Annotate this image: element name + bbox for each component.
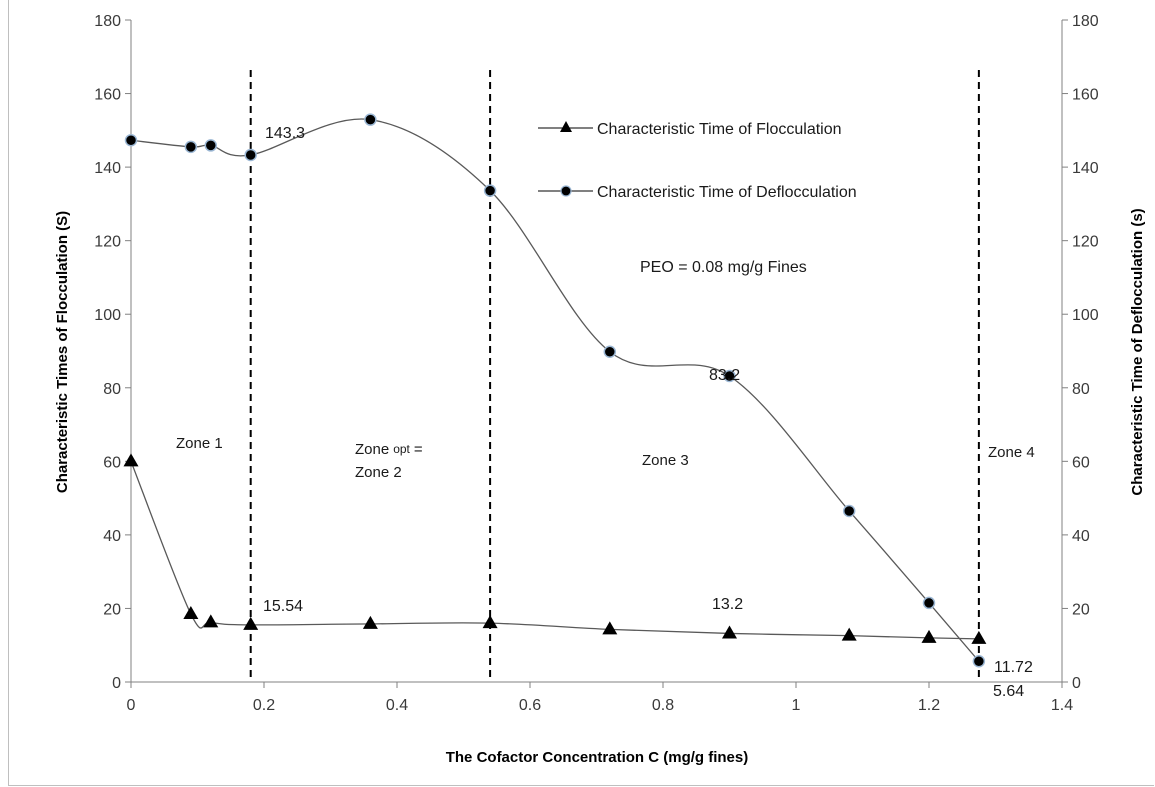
zone-dividers xyxy=(249,70,980,682)
legend-label-flocculation: Characteristic Time of Flocculation xyxy=(597,121,842,138)
flocculation-line xyxy=(130,461,979,640)
x-tick-label: 0.4 xyxy=(386,697,408,714)
deflocculation-point xyxy=(483,184,497,197)
legend-entry-flocculation: Characteristic Time of Flocculation xyxy=(538,121,842,138)
flocculation-point xyxy=(841,627,857,641)
deflocculation-point xyxy=(842,504,856,518)
zone-3-label: Zone 3 xyxy=(642,452,689,469)
deflocculation-point xyxy=(922,596,936,610)
deflocculation-point xyxy=(972,655,986,668)
label-13-2: 13.2 xyxy=(712,596,743,613)
flocculation-point xyxy=(123,453,139,467)
deflocculation-point xyxy=(204,139,218,152)
label-11-72: 11.72 xyxy=(994,659,1033,676)
y-left-tick-label: 120 xyxy=(94,234,121,251)
y-left-tick-label: 100 xyxy=(94,307,121,324)
y-right-tick-label: 0 xyxy=(1072,675,1081,692)
deflocculation-point xyxy=(603,345,617,358)
flocculation-point xyxy=(203,614,219,628)
zone-1-label: Zone 1 xyxy=(176,435,223,452)
zone-2-label: Zone 2 xyxy=(355,464,402,481)
y-left-tick-label: 160 xyxy=(94,87,121,104)
y-right-tick-label: 20 xyxy=(1072,601,1090,618)
left-axis-title: Characteristic Times of Flocculation (S) xyxy=(54,211,71,493)
x-tick-label: 0.6 xyxy=(519,697,541,714)
x-tick-label: 1 xyxy=(792,697,801,714)
zone-opt-word: Zone xyxy=(355,441,389,458)
series-marks xyxy=(123,113,987,668)
deflocculation-point xyxy=(244,148,257,162)
label-5-64: 5.64 xyxy=(993,683,1024,700)
flocculation-point xyxy=(602,621,618,635)
x-tick-label: 0.8 xyxy=(652,697,674,714)
y-right-tick-label: 100 xyxy=(1072,307,1099,324)
deflocculation-point xyxy=(364,113,377,126)
zone-opt-label: Zone opt = xyxy=(355,441,423,458)
y-left-tick-label: 180 xyxy=(94,13,121,30)
flocculation-point xyxy=(921,629,937,643)
y-left-tick-label: 20 xyxy=(103,601,121,618)
y-right-tick-label: 80 xyxy=(1072,381,1090,398)
y-right-tick-label: 140 xyxy=(1072,160,1099,177)
legend-label-deflocculation: Characteristic Time of Deflocculation xyxy=(597,184,857,201)
y-left-tick-label: 40 xyxy=(103,528,121,545)
label-83-2: 83.2 xyxy=(709,367,740,384)
flocculation-point xyxy=(722,625,737,639)
y-right-tick-label: 160 xyxy=(1072,87,1099,104)
right-axis-title: Characteristic Time of Deflocculation (s… xyxy=(1129,208,1146,495)
zone-4-label: Zone 4 xyxy=(988,444,1035,461)
flocculation-point xyxy=(362,615,378,629)
flocculation-point xyxy=(183,605,199,619)
y-right-tick-label: 40 xyxy=(1072,528,1090,545)
x-tick-label: 0.2 xyxy=(253,697,275,714)
label-15-54: 15.54 xyxy=(263,598,303,615)
x-tick-label: 0 xyxy=(127,697,136,714)
flocculation-point xyxy=(482,615,498,629)
y-right-tick-label: 120 xyxy=(1072,234,1099,251)
peo-annotation: PEO = 0.08 mg/g Fines xyxy=(640,259,807,276)
y-right-tick-label: 180 xyxy=(1072,13,1099,30)
flocculation-point xyxy=(971,630,987,644)
legend-circle-marker xyxy=(560,185,572,197)
x-tick-label: 1.2 xyxy=(918,697,940,714)
legend: Characteristic Time of Flocculation Char… xyxy=(538,121,857,201)
label-143-3: 143.3 xyxy=(265,125,305,142)
deflocculation-point xyxy=(124,134,138,147)
y-left-tick-label: 60 xyxy=(103,454,121,471)
deflocculation-point xyxy=(723,369,736,383)
flocculation-point xyxy=(243,616,259,630)
legend-entry-deflocculation: Characteristic Time of Deflocculation xyxy=(538,184,857,201)
y-left-tick-label: 0 xyxy=(112,675,121,692)
legend-triangle-marker xyxy=(560,121,572,132)
x-tick-label: 1.4 xyxy=(1051,697,1073,714)
y-right-tick-label: 60 xyxy=(1072,454,1090,471)
deflocculation-point xyxy=(184,140,198,154)
x-axis-title: The Cofactor Concentration C (mg/g fines… xyxy=(446,749,749,766)
y-left-tick-label: 80 xyxy=(103,381,121,398)
zone-opt-equals: = xyxy=(414,441,423,458)
y-left-tick-label: 140 xyxy=(94,160,121,177)
chart-frame xyxy=(8,0,1154,786)
zone-opt-subscript: opt xyxy=(393,442,410,456)
